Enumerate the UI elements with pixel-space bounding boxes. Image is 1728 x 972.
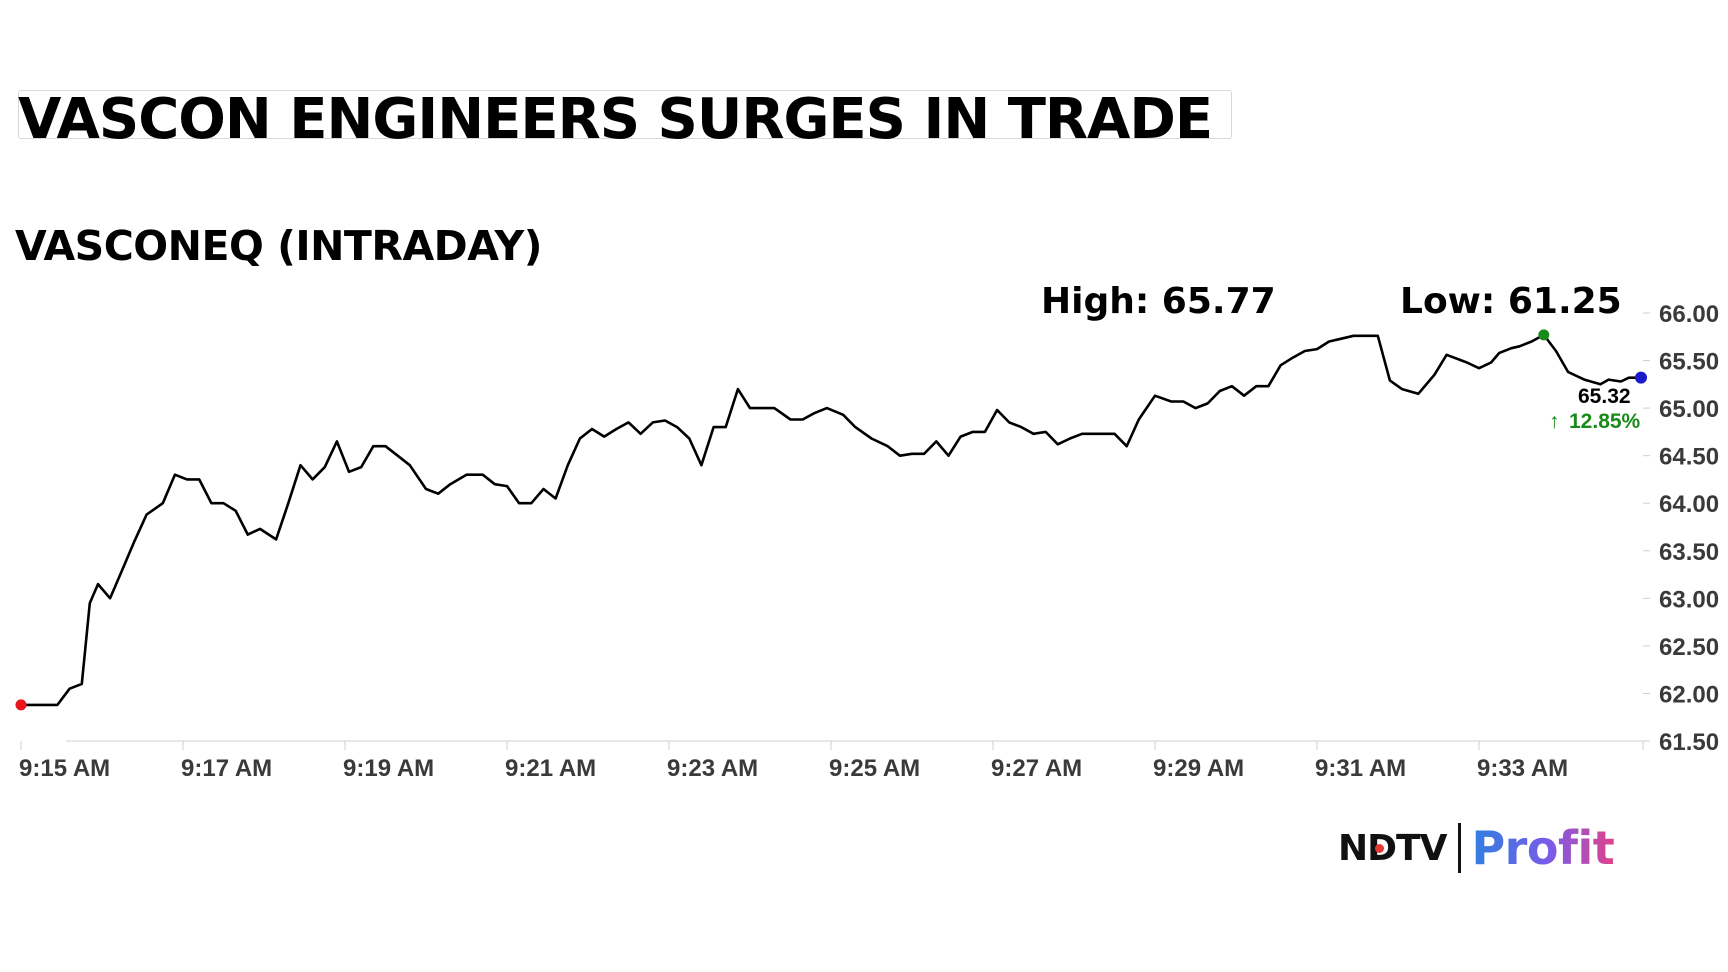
x-tick-label: 9:15 AM xyxy=(19,755,110,782)
logo-dot xyxy=(1375,844,1384,853)
low-label: Low: 61.25 xyxy=(1400,281,1622,322)
x-tick-label: 9:23 AM xyxy=(667,755,758,782)
y-tick-label: 61.50 xyxy=(1659,729,1719,756)
y-tick-label: 64.00 xyxy=(1659,491,1719,518)
y-tick-label: 62.00 xyxy=(1659,681,1719,708)
y-tick-label: 65.50 xyxy=(1659,349,1719,376)
x-tick-label: 9:29 AM xyxy=(1153,755,1244,782)
logo-separator xyxy=(1458,823,1462,873)
x-tick-label: 9:27 AM xyxy=(991,755,1082,782)
logo-brand: NDTV xyxy=(1338,827,1447,869)
ndtv-profit-logo: NDTV Profit xyxy=(1338,821,1615,875)
day-high-marker xyxy=(1538,329,1550,341)
logo-product: Profit xyxy=(1471,821,1615,875)
last-price-label: 65.32 xyxy=(1578,385,1631,408)
y-tick-label: 66.00 xyxy=(1659,301,1719,328)
x-tick-label: 9:31 AM xyxy=(1315,755,1406,782)
headline-box xyxy=(18,90,1232,139)
x-tick-label: 9:33 AM xyxy=(1477,755,1568,782)
last-price-marker xyxy=(1635,371,1647,384)
y-tick-label: 65.00 xyxy=(1659,396,1719,423)
y-tick-label: 64.50 xyxy=(1659,444,1719,471)
price-line xyxy=(19,333,1643,707)
change-arrow-icon: ↑ xyxy=(1549,410,1560,433)
change-percent-label: 12.85% xyxy=(1569,410,1641,433)
x-tick-label: 9:25 AM xyxy=(829,755,920,782)
y-tick-label: 63.00 xyxy=(1659,586,1719,613)
x-tick-label: 9:21 AM xyxy=(505,755,596,782)
x-tick-label: 9:19 AM xyxy=(343,755,434,782)
chart-subtitle: VASCONEQ (INTRADAY) xyxy=(15,222,542,270)
high-label: High: 65.77 xyxy=(1041,281,1276,322)
headline: VASCON ENGINEERS SURGES IN TRADE xyxy=(18,87,1213,152)
start-point-marker xyxy=(15,699,27,711)
y-tick-label: 63.50 xyxy=(1659,539,1719,566)
y-tick-label: 62.50 xyxy=(1659,634,1719,661)
x-tick-label: 9:17 AM xyxy=(181,755,272,782)
